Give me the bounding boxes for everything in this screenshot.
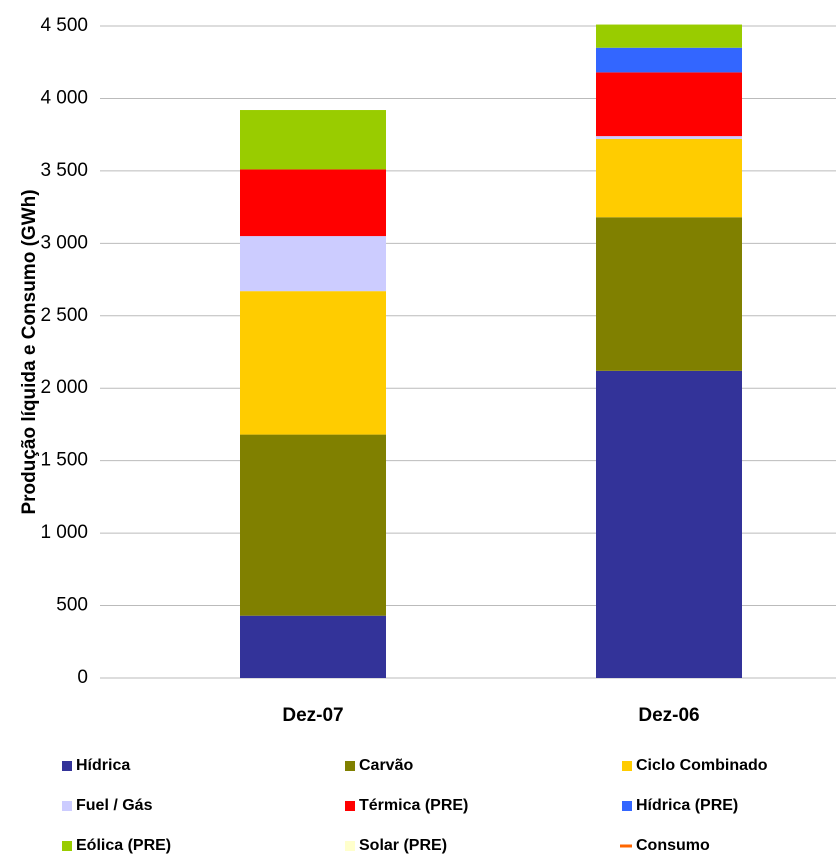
legend-label: Ciclo Combinado <box>636 757 768 774</box>
x-tick-label: Dez-06 <box>638 705 699 726</box>
y-tick-label: 3 000 <box>40 232 88 253</box>
y-tick-label: 2 500 <box>40 305 88 326</box>
bar-segment <box>596 47 742 73</box>
y-tick-label: 0 <box>77 667 88 688</box>
bar-segment <box>240 434 386 616</box>
y-tick-label: 4 500 <box>40 15 88 36</box>
y-tick-label: 1 000 <box>40 522 88 543</box>
y-tick-label: 1 500 <box>40 450 88 471</box>
bar-segment <box>240 110 386 170</box>
bar-segment <box>596 139 742 218</box>
legend-swatch <box>345 761 355 771</box>
legend-swatch <box>62 801 72 811</box>
bar-segment <box>240 236 386 292</box>
bar-segment <box>596 136 742 140</box>
y-tick-label: 500 <box>56 595 88 616</box>
bar-segment <box>240 291 386 435</box>
y-tick-label: 2 000 <box>40 377 88 398</box>
x-tick-label: Dez-07 <box>282 705 343 726</box>
legend-label: Hídrica (PRE) <box>636 797 738 814</box>
y-tick-label: 4 000 <box>40 87 88 108</box>
legend-label: Térmica (PRE) <box>359 797 468 814</box>
legend-swatch <box>622 801 632 811</box>
legend-label: Hídrica <box>76 757 130 774</box>
legend-label: Eólica (PRE) <box>76 837 171 854</box>
legend-label: Carvão <box>359 757 413 774</box>
legend-label: Solar (PRE) <box>359 837 447 854</box>
bar-segment <box>240 615 386 678</box>
bar-segment <box>596 72 742 137</box>
legend-label: Consumo <box>636 837 710 854</box>
legend-swatch <box>62 841 72 851</box>
y-tick-label: 3 500 <box>40 160 88 181</box>
legend-label: Fuel / Gás <box>76 797 153 814</box>
legend-swatch <box>620 844 632 848</box>
bar-segment <box>596 370 742 678</box>
legend-swatch <box>622 761 632 771</box>
legend-swatch <box>345 841 355 851</box>
y-axis-title: Produção líquida e Consumo (GWh) <box>19 189 40 514</box>
bar-segment <box>596 217 742 371</box>
bar-segment <box>240 169 386 237</box>
legend-swatch <box>62 761 72 771</box>
legend-swatch <box>345 801 355 811</box>
bar-segment <box>596 24 742 48</box>
